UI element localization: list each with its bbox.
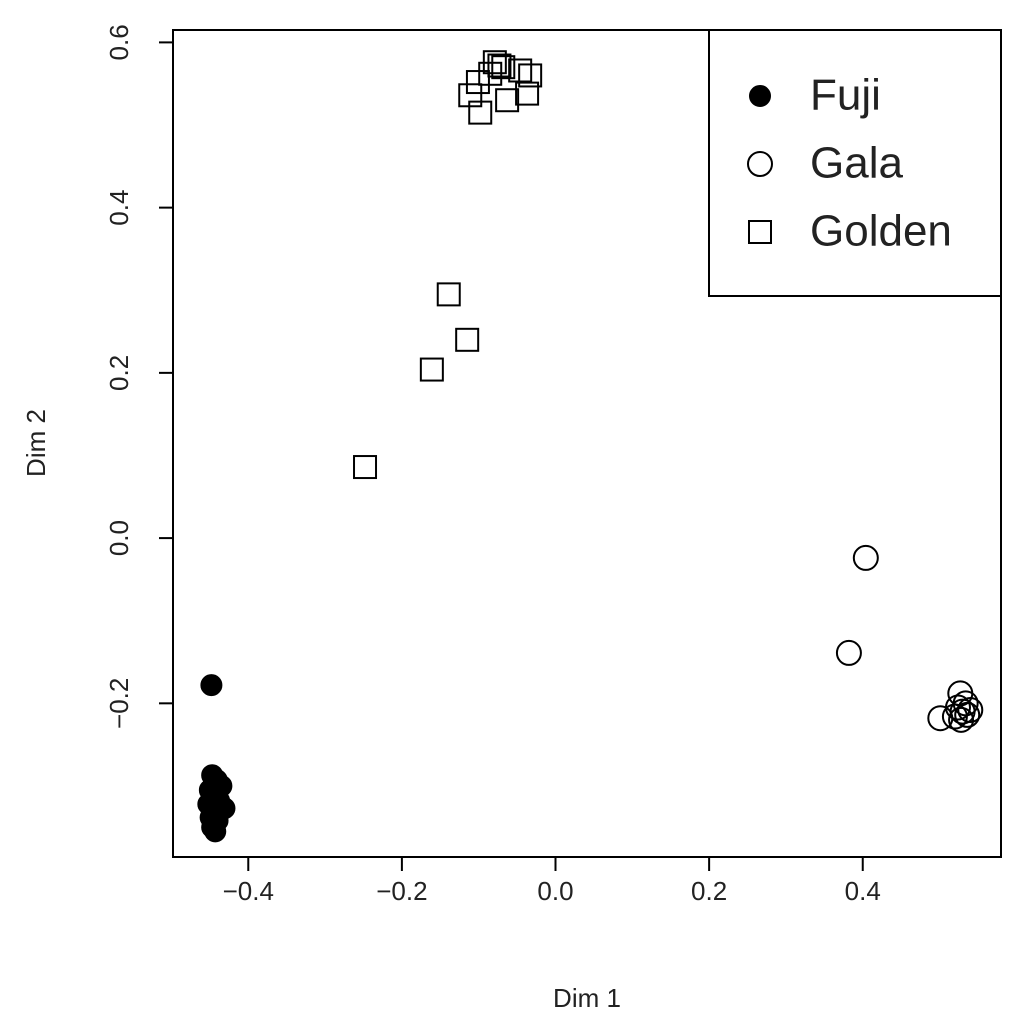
x-tick-label: 0.0 bbox=[537, 876, 573, 906]
legend-marker bbox=[747, 151, 773, 177]
legend-label: Golden bbox=[810, 207, 952, 256]
y-tick-label: 0.4 bbox=[104, 190, 134, 226]
point bbox=[458, 83, 483, 108]
y-tick-label: 0.2 bbox=[104, 355, 134, 391]
point bbox=[518, 63, 543, 88]
point bbox=[495, 88, 520, 113]
x-tick-label: −0.4 bbox=[223, 876, 274, 906]
y-axis-label: Dim 2 bbox=[21, 409, 51, 477]
legend-marker bbox=[748, 220, 772, 244]
point bbox=[353, 455, 378, 480]
point bbox=[957, 696, 984, 723]
x-tick-label: −0.2 bbox=[376, 876, 427, 906]
plot-frame bbox=[172, 29, 1002, 858]
point bbox=[487, 53, 512, 78]
point bbox=[852, 544, 879, 571]
point bbox=[835, 639, 862, 666]
point bbox=[204, 820, 227, 843]
point bbox=[468, 100, 493, 125]
point bbox=[436, 282, 461, 307]
point bbox=[954, 701, 981, 728]
point bbox=[948, 706, 975, 733]
point bbox=[515, 81, 540, 106]
point bbox=[478, 61, 503, 86]
point bbox=[491, 55, 516, 80]
y-tick-label: 0.0 bbox=[104, 520, 134, 556]
point bbox=[465, 70, 490, 95]
point bbox=[419, 357, 444, 382]
x-tick-label: 0.2 bbox=[691, 876, 727, 906]
point bbox=[455, 327, 480, 352]
legend-label: Fuji bbox=[810, 71, 881, 120]
legend-marker bbox=[749, 85, 771, 107]
x-axis-label: Dim 1 bbox=[553, 983, 621, 1013]
legend-box bbox=[708, 29, 1002, 297]
point bbox=[952, 690, 979, 717]
point bbox=[200, 674, 223, 697]
point bbox=[508, 58, 533, 83]
point bbox=[941, 703, 968, 730]
y-tick-label: 0.6 bbox=[104, 24, 134, 60]
x-tick-label: 0.4 bbox=[845, 876, 881, 906]
y-tick-label: −0.2 bbox=[104, 678, 134, 729]
legend-label: Gala bbox=[810, 139, 903, 188]
